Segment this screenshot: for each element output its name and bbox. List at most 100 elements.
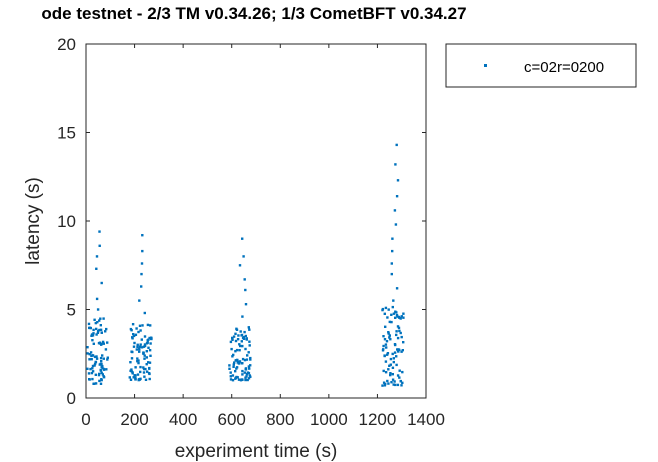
data-point [244,368,248,371]
data-point [141,324,144,327]
data-point [91,377,94,381]
data-point [402,341,405,344]
data-point [234,332,237,335]
data-point [88,326,91,330]
data-point [102,357,105,360]
data-point [93,318,96,321]
data-point [234,370,237,373]
legend-label: c=02r=0200 [524,59,604,76]
data-point [138,350,141,353]
data-point [244,378,247,382]
data-point [238,349,241,352]
data-point [247,377,251,380]
data-point [133,341,136,345]
data-point [387,308,390,311]
data-point [241,344,244,348]
data-point [146,339,149,342]
data-point [148,349,152,352]
data-point [100,360,103,363]
data-point [142,351,145,355]
data-point [139,329,142,332]
data-point [95,327,98,331]
data-point [95,297,99,301]
data-point [231,379,235,382]
data-point [385,346,388,349]
data-point [134,376,137,379]
data-point [91,364,95,368]
data-point [383,338,387,341]
data-point [231,355,234,358]
data-point [245,375,248,378]
data-point [244,334,247,338]
data-point [232,365,235,368]
data-point [99,369,103,372]
data-point [247,326,250,329]
data-point [241,362,244,365]
data-point [384,325,387,328]
data-point [395,355,398,358]
data-point [88,353,91,356]
data-point [392,312,396,315]
y-tick-label: 5 [67,301,76,320]
data-point [138,348,141,351]
data-point [381,384,384,387]
data-point [400,315,403,318]
data-point [395,287,399,290]
data-point [149,354,152,357]
y-tick-label: 20 [57,35,76,54]
data-point [137,359,140,362]
data-point [400,335,403,339]
x-axis-label: experiment time (s) [175,441,338,462]
data-point [135,348,138,351]
data-point [390,313,393,316]
data-point [138,345,142,348]
data-point [244,303,248,306]
data-point [104,330,107,333]
data-point [131,337,134,340]
data-point [395,363,398,367]
data-point [137,361,140,365]
data-point [134,366,137,369]
data-point [392,299,395,302]
data-point [402,312,405,315]
data-point [94,321,97,325]
legend-box [445,43,637,88]
data-point [150,337,153,340]
data-point [240,378,243,381]
data-point [102,317,105,320]
plot-area: 0 200 400 600 800 1000 1200 1400 0 5 10 15 20 [57,35,445,429]
data-point [394,223,398,226]
data-point [384,360,388,363]
data-point [387,331,390,334]
data-point [105,327,108,331]
data-point [395,330,398,333]
data-point [237,362,241,365]
data-point [235,366,239,369]
data-point [248,367,251,370]
data-point [388,336,391,339]
data-point [94,382,98,385]
data-point [235,367,238,370]
data-point [401,370,404,374]
data-point [98,328,101,332]
data-point [90,358,93,361]
data-point [139,370,142,374]
data-point [398,329,401,333]
data-point [147,346,150,349]
data-points [86,143,405,387]
data-point [393,380,396,383]
data-point [228,364,231,367]
data-point [143,354,146,357]
data-point [242,337,246,340]
data-point [93,364,96,367]
data-point [246,354,249,357]
data-point [136,345,139,348]
data-point [100,281,103,285]
data-point [241,315,244,318]
data-point [88,378,91,381]
data-point [237,378,241,381]
data-point [398,376,401,379]
data-point [132,333,135,336]
data-point [100,365,103,368]
data-point [382,381,386,384]
